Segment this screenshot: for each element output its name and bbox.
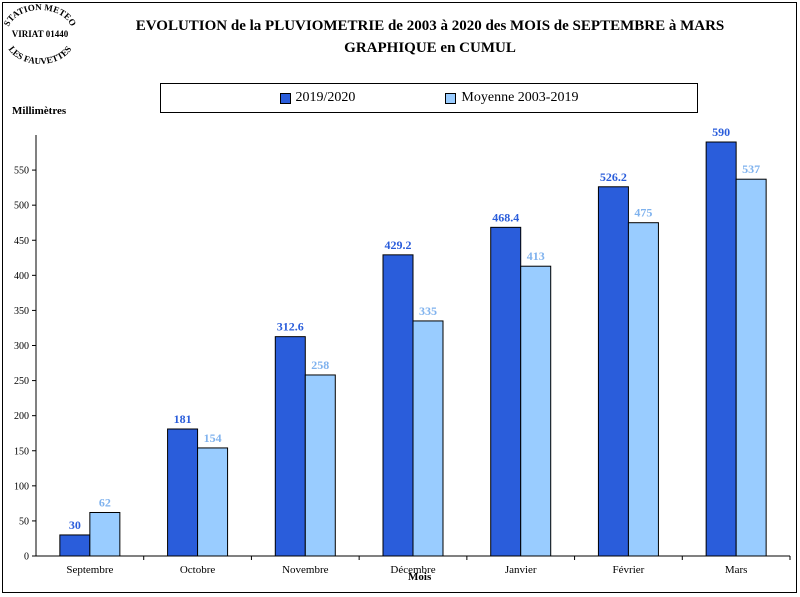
bar-series1 bbox=[59, 534, 91, 557]
chart-legend: 2019/2020 Moyenne 2003-2019 bbox=[160, 83, 698, 113]
x-tick-label: Novembre bbox=[282, 564, 329, 576]
bar-series2 bbox=[520, 265, 552, 557]
data-label-series2: 335 bbox=[419, 304, 437, 318]
y-tick-label: 50 bbox=[19, 516, 29, 527]
bar-series1 bbox=[274, 336, 306, 557]
x-tick-label: Mars bbox=[725, 564, 748, 576]
station-stamp-logo: STATION METEO VIRIAT 01440 LES FAUVETTES bbox=[2, 2, 79, 66]
y-tick-label: 250 bbox=[14, 376, 29, 387]
bar-series2 bbox=[735, 178, 767, 557]
y-axis-label: Millimètres bbox=[12, 105, 67, 117]
y-tick-label: 550 bbox=[14, 166, 29, 177]
data-label-series1: 526.2 bbox=[600, 170, 627, 184]
y-tick-label: 0 bbox=[24, 552, 29, 563]
chart-title: EVOLUTION de la PLUVIOMETRIE de 2003 à 2… bbox=[135, 18, 725, 34]
bar-series1 bbox=[705, 141, 737, 557]
bar-series2 bbox=[412, 320, 444, 557]
y-tick-label: 450 bbox=[14, 236, 29, 247]
bar-series1 bbox=[382, 254, 414, 557]
y-tick-label: 200 bbox=[14, 411, 29, 422]
x-tick-label: Janvier bbox=[505, 564, 537, 576]
bar-series1 bbox=[167, 428, 199, 557]
y-tick-label: 350 bbox=[14, 306, 29, 317]
legend-swatch-series1 bbox=[279, 92, 291, 104]
legend-label-series2: Moyenne 2003-2019 bbox=[461, 90, 579, 105]
x-tick-label: Février bbox=[613, 564, 645, 576]
data-label-series1: 312.6 bbox=[277, 320, 304, 334]
bar-series2 bbox=[627, 222, 659, 557]
x-tick-label: Septembre bbox=[66, 564, 113, 576]
data-label-series1: 181 bbox=[174, 412, 192, 426]
data-label-series2: 62 bbox=[99, 495, 111, 509]
y-tick-label: 150 bbox=[14, 446, 29, 457]
y-tick-label: 100 bbox=[14, 481, 29, 492]
bar-series2 bbox=[89, 511, 121, 557]
data-label-series2: 154 bbox=[204, 431, 222, 445]
y-tick-label: 500 bbox=[14, 201, 29, 212]
x-tick-label: Octobre bbox=[180, 564, 216, 576]
data-label-series1: 30 bbox=[69, 518, 81, 532]
bar-series1 bbox=[597, 186, 629, 557]
bar-series2 bbox=[197, 447, 229, 557]
data-label-series2: 537 bbox=[742, 162, 760, 176]
stamp-line2: VIRIAT 01440 bbox=[12, 29, 69, 39]
legend-swatch-series2 bbox=[445, 92, 457, 104]
x-tick-label: Décembre bbox=[390, 564, 435, 576]
data-label-series1: 468.4 bbox=[492, 210, 519, 224]
data-label-series1: 429.2 bbox=[385, 238, 412, 252]
data-label-series2: 258 bbox=[311, 358, 329, 372]
bar-series2 bbox=[304, 374, 336, 557]
y-tick-label: 300 bbox=[14, 341, 29, 352]
legend-label-series1: 2019/2020 bbox=[295, 90, 356, 105]
x-axis-label: Mois bbox=[408, 571, 432, 583]
data-label-series2: 475 bbox=[634, 206, 652, 220]
data-label-series2: 413 bbox=[527, 249, 545, 263]
bar-series1 bbox=[490, 226, 522, 557]
legend-item-series2: Moyenne 2003-2019 bbox=[445, 90, 578, 106]
legend-item-series1: 2019/2020 bbox=[279, 90, 356, 106]
y-tick-label: 400 bbox=[14, 271, 29, 282]
chart-subtitle: GRAPHIQUE en CUMUL bbox=[344, 40, 516, 56]
data-label-series1: 590 bbox=[712, 125, 730, 139]
